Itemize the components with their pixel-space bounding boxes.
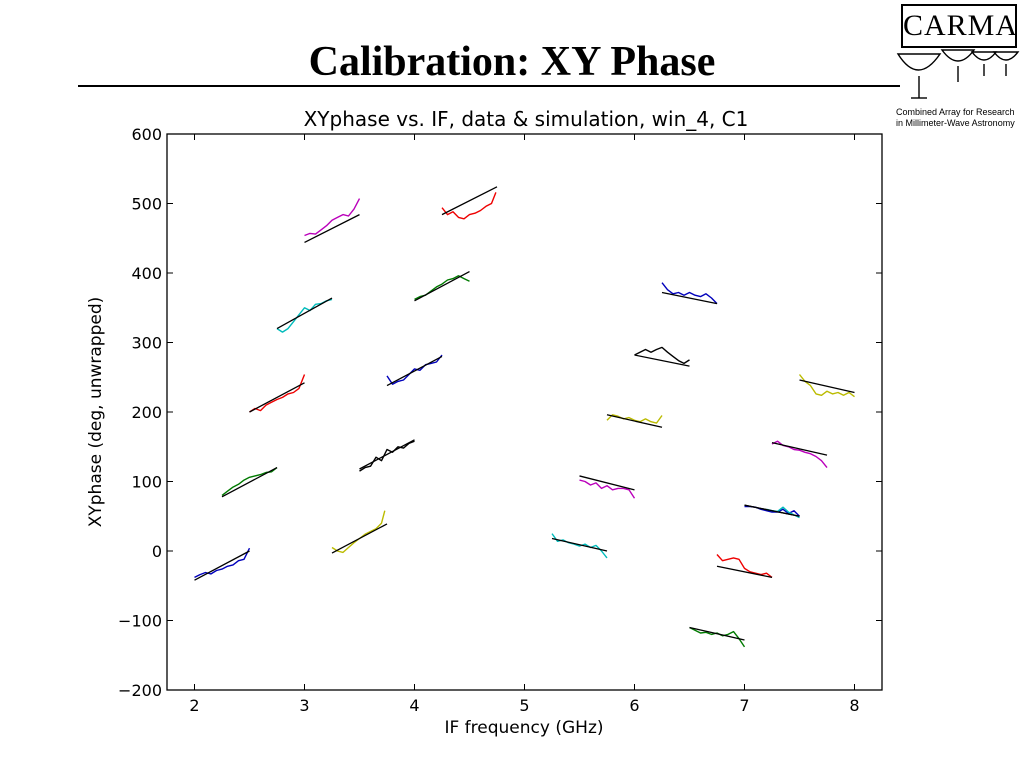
y-tick-label: −200 <box>118 681 162 700</box>
y-tick-label: 600 <box>131 125 162 144</box>
carma-logo: CARMA Combined Array for Research in Mil… <box>896 2 1022 132</box>
y-tick-label: 200 <box>131 403 162 422</box>
data-series-red <box>441 192 497 220</box>
simulation-line <box>304 214 360 244</box>
data-series-yellow <box>606 414 663 424</box>
data-series-magenta <box>771 440 828 469</box>
xyphase-chart: XYphase vs. IF, data & simulation, win_4… <box>86 107 883 738</box>
chart-title: XYphase vs. IF, data & simulation, win_4… <box>304 107 749 131</box>
x-tick-label: 8 <box>849 696 859 715</box>
x-tick-label: 4 <box>409 696 419 715</box>
simulation-line <box>771 441 828 456</box>
data-series-black <box>634 346 690 365</box>
simulation-line <box>661 291 718 305</box>
simulation-line <box>606 414 663 428</box>
data-series-magenta <box>304 198 361 237</box>
y-tick-label: 100 <box>131 473 162 492</box>
simulation-line <box>441 186 498 216</box>
simulation-line <box>331 523 388 554</box>
y-tick-label: 300 <box>131 334 162 353</box>
data-series-yellow <box>331 510 386 554</box>
carma-logo-line1: Combined Array for Research <box>896 107 1015 117</box>
simulation-line <box>716 565 773 579</box>
data-series-green <box>689 626 746 648</box>
simulation-line <box>359 439 415 470</box>
simulation-line <box>689 626 745 641</box>
plot-layer <box>194 186 855 648</box>
x-tick-label: 7 <box>739 696 749 715</box>
simulation-line <box>386 355 443 387</box>
y-tick-label: 0 <box>152 542 162 561</box>
carma-logo-line2: in Millimeter-Wave Astronomy <box>896 118 1015 128</box>
y-tick-label: 500 <box>131 195 162 214</box>
simulation-line <box>221 467 278 498</box>
data-series-cyan <box>551 533 608 559</box>
data-series-red <box>716 554 773 578</box>
simulation-line <box>579 475 635 491</box>
slide-title: Calibration: XY Phase <box>308 39 716 85</box>
carma-logo-wordmark: CARMA <box>901 4 1017 48</box>
x-axis-label: IF frequency (GHz) <box>444 718 603 738</box>
antenna-dishes-icon <box>896 49 1020 99</box>
x-tick-label: 6 <box>629 696 639 715</box>
data-series-cyan <box>276 298 333 333</box>
y-tick-label: 400 <box>131 264 162 283</box>
simulation-line <box>276 297 333 330</box>
data-series-yellow <box>798 374 855 398</box>
data-series-blue <box>194 547 251 579</box>
simulation-line <box>414 271 470 302</box>
simulation-line <box>799 379 855 394</box>
data-series-red <box>249 374 306 413</box>
y-tick-label: −100 <box>118 612 162 631</box>
simulation-line <box>194 550 250 581</box>
title-divider <box>78 85 900 87</box>
plot-frame <box>166 133 883 691</box>
x-tick-label: 3 <box>299 696 309 715</box>
simulation-line <box>744 504 800 517</box>
data-series-blue <box>386 354 443 385</box>
x-tick-label: 5 <box>519 696 529 715</box>
data-series-magenta <box>579 479 636 499</box>
x-tick-label: 2 <box>189 696 199 715</box>
simulation-line <box>551 537 608 552</box>
data-series-blue <box>661 282 718 305</box>
simulation-line <box>634 354 690 367</box>
simulation-line <box>249 382 305 413</box>
data-series-black <box>359 440 415 472</box>
y-axis-label: XYphase (deg, unwrapped) <box>86 297 106 528</box>
